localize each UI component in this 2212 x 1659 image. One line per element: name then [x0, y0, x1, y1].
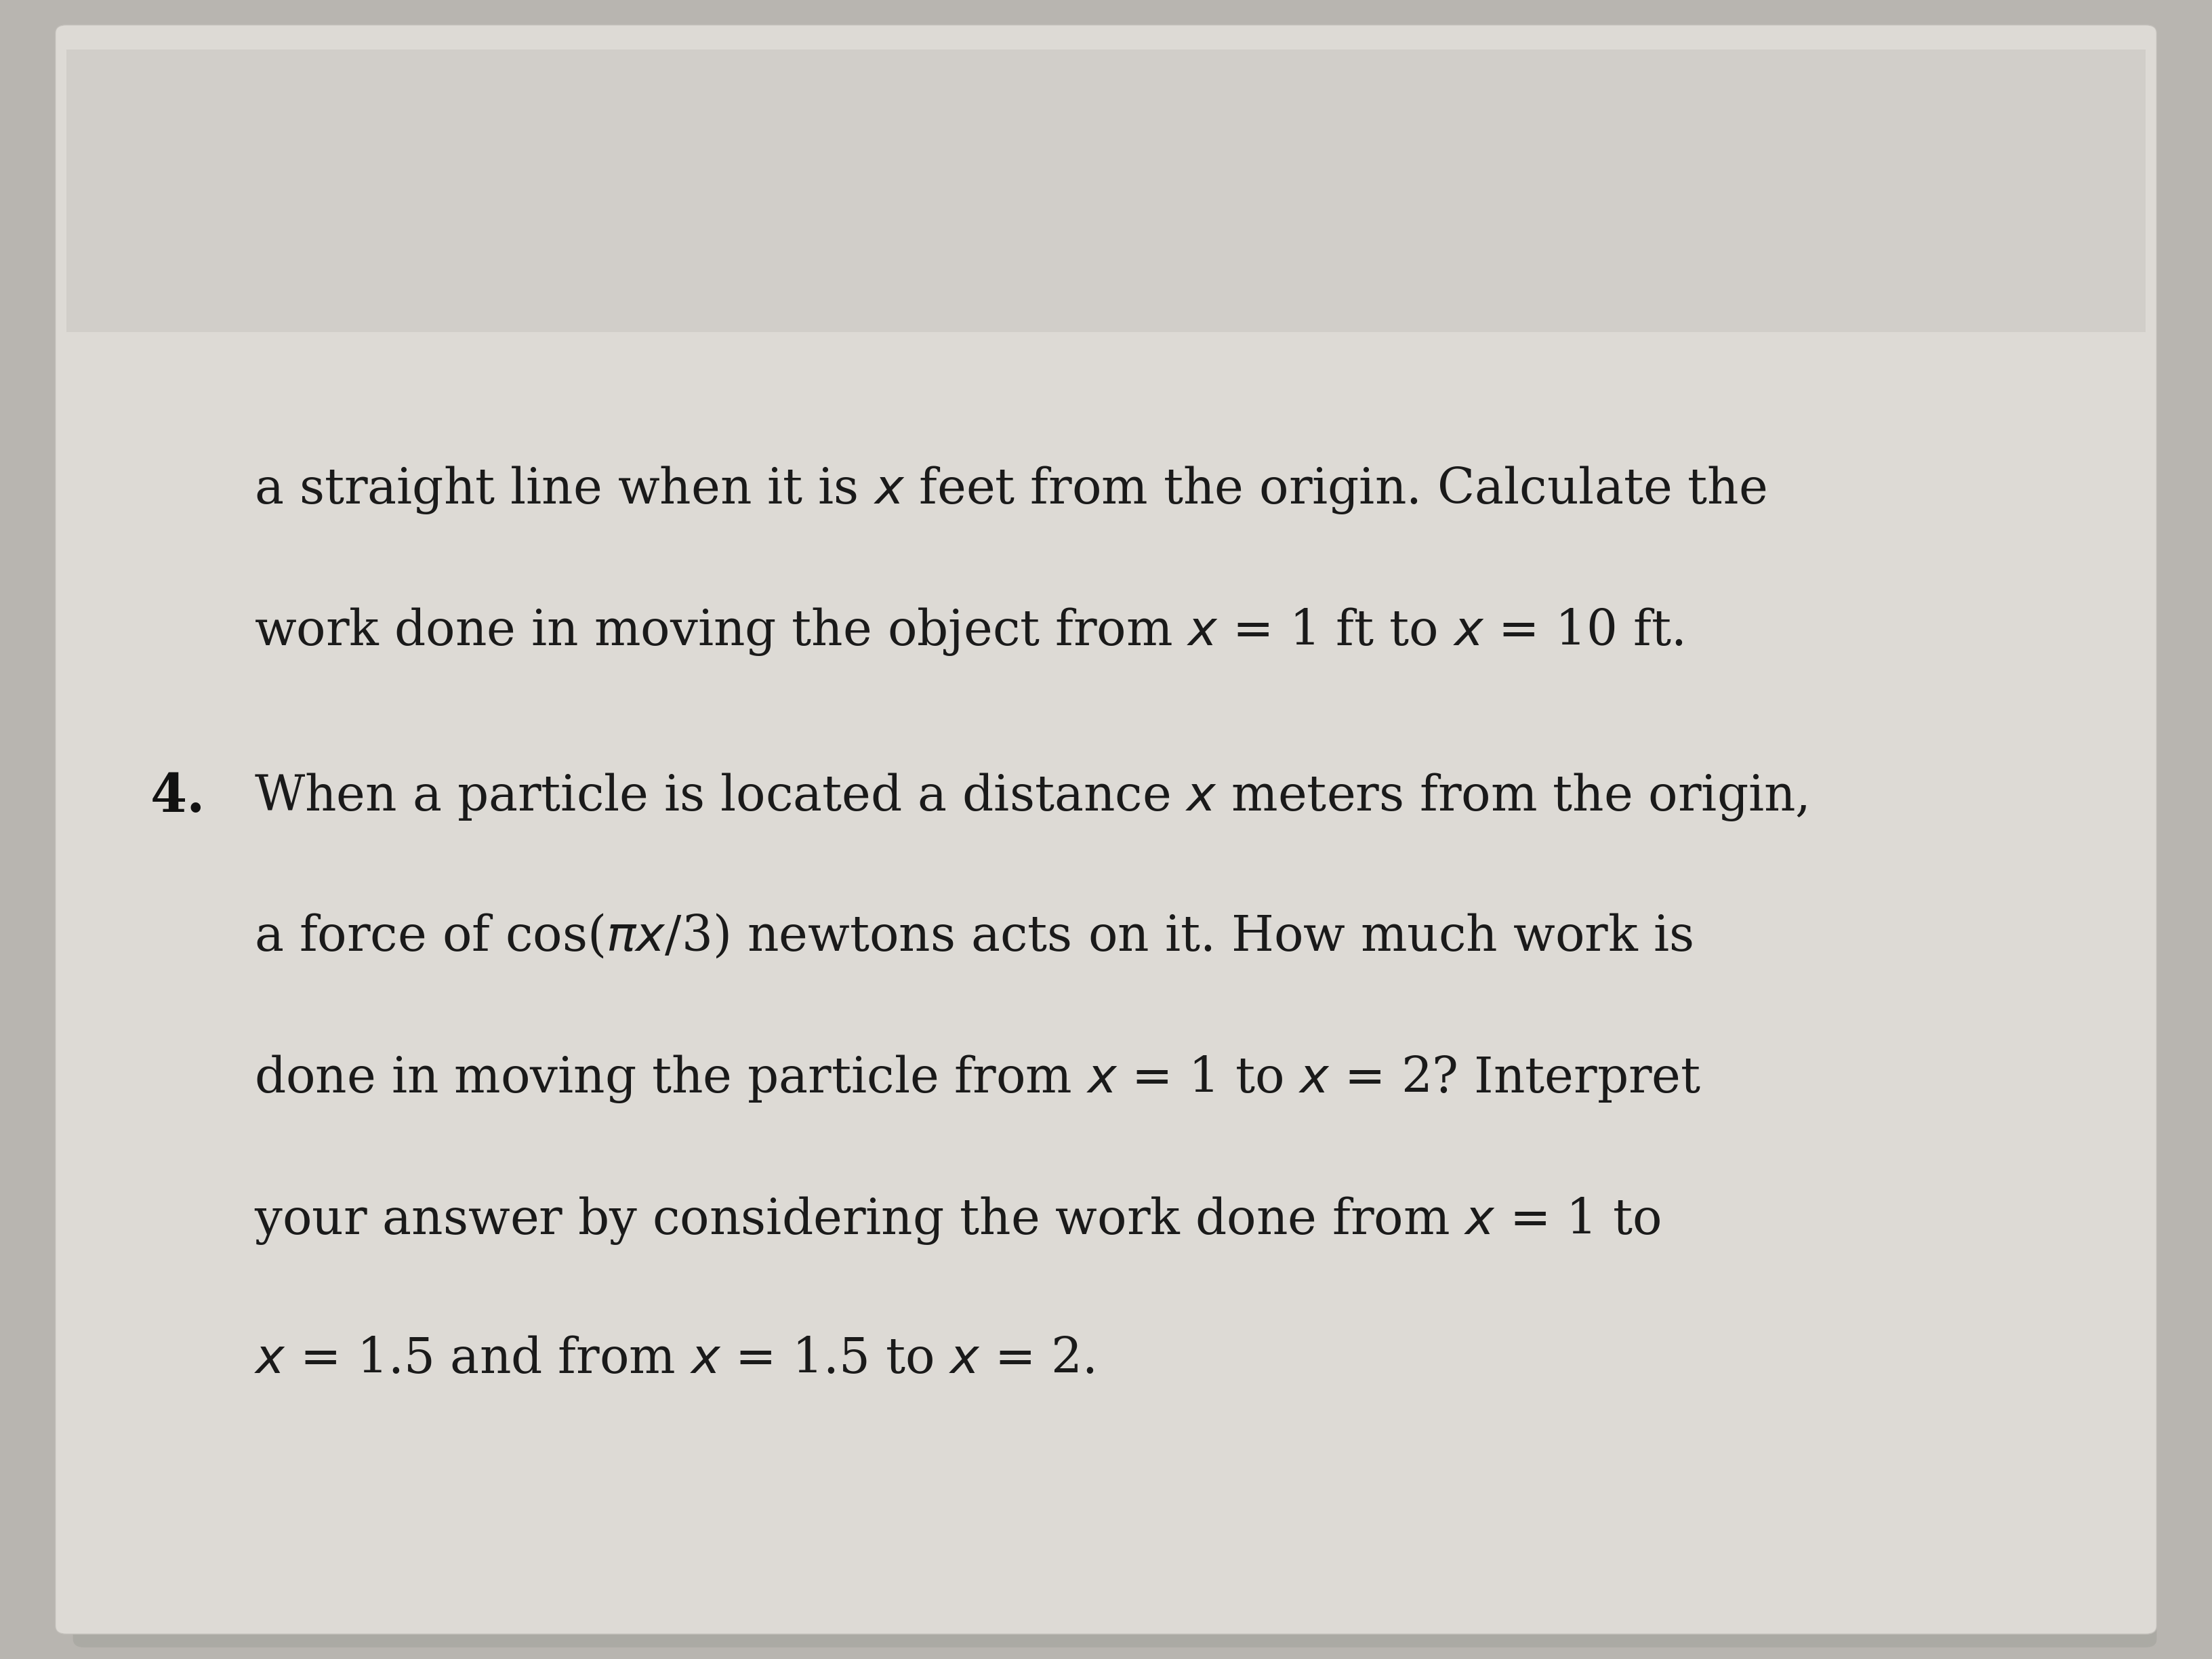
FancyBboxPatch shape [66, 50, 2146, 332]
FancyBboxPatch shape [55, 25, 2157, 1634]
FancyBboxPatch shape [66, 50, 2146, 332]
Text: work done in moving the object from $x$ = 1 ft to $x$ = 10 ft.: work done in moving the object from $x$ … [254, 606, 1683, 657]
Text: done in moving the particle from $x$ = 1 to $x$ = 2? Interpret: done in moving the particle from $x$ = 1… [254, 1053, 1701, 1105]
Text: 4.: 4. [150, 771, 206, 823]
Text: $x$ = 1.5 and from $x$ = 1.5 to $x$ = 2.: $x$ = 1.5 and from $x$ = 1.5 to $x$ = 2. [254, 1335, 1095, 1384]
FancyBboxPatch shape [73, 38, 2157, 1647]
Text: a force of cos($\pi x$/3) newtons acts on it. How much work is: a force of cos($\pi x$/3) newtons acts o… [254, 912, 1692, 961]
Text: When a particle is located a distance $x$ meters from the origin,: When a particle is located a distance $x… [254, 771, 1807, 823]
Text: your answer by considering the work done from $x$ = 1 to: your answer by considering the work done… [254, 1194, 1661, 1246]
Text: a straight line when it is $x$ feet from the origin. Calculate the: a straight line when it is $x$ feet from… [254, 465, 1767, 516]
